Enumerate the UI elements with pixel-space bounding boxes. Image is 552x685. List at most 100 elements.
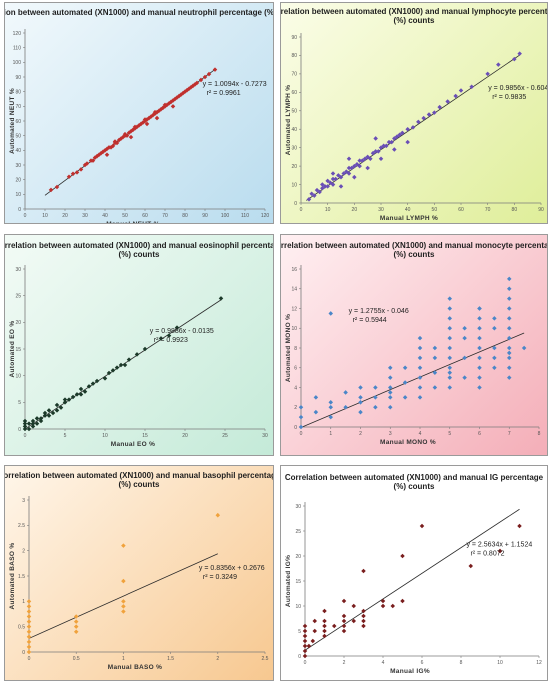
x-tick-label: 5 xyxy=(448,431,451,437)
data-point xyxy=(298,404,304,410)
y-tick-label: 1.5 xyxy=(18,574,25,580)
x-tick-label: 100 xyxy=(221,213,230,219)
chart-title: (%) counts xyxy=(394,250,435,259)
data-point xyxy=(84,161,90,166)
data-point xyxy=(302,643,308,649)
data-point xyxy=(506,355,512,361)
y-tick-label: 20 xyxy=(291,164,297,170)
data-point xyxy=(26,619,32,624)
y-axis-label: Automated BASO % xyxy=(9,543,16,610)
y-tick-label: 5 xyxy=(18,400,21,406)
data-point xyxy=(121,599,126,604)
data-point xyxy=(387,365,393,371)
x-tick-label: 110 xyxy=(241,213,249,219)
chart-panel-eosinophil: Correlation between automated (XN1000) a… xyxy=(4,234,274,456)
data-point xyxy=(485,71,490,77)
regression-equation: y = 0.8356x + 0.2676 xyxy=(199,565,265,572)
x-tick-label: 2 xyxy=(359,431,362,437)
data-point xyxy=(421,115,426,121)
data-point xyxy=(380,598,386,604)
y-tick-label: 4 xyxy=(294,385,297,391)
data-point xyxy=(361,608,366,614)
y-tick-label: 50 xyxy=(291,109,297,115)
data-point xyxy=(26,629,32,634)
data-point xyxy=(506,325,512,331)
data-point xyxy=(437,104,442,110)
y-axis-label: Automated EO % xyxy=(9,321,16,378)
data-point xyxy=(492,325,497,331)
y-tick-label: 70 xyxy=(15,104,21,110)
x-tick-label: 5 xyxy=(64,433,67,439)
y-tick-label: 10 xyxy=(291,182,297,188)
x-tick-label: 70 xyxy=(485,207,491,213)
data-point xyxy=(492,316,497,321)
data-point xyxy=(387,404,393,410)
data-point xyxy=(458,88,464,93)
data-point xyxy=(312,628,318,634)
chart-title: Correlation between automated (XN1000) a… xyxy=(285,473,544,482)
data-point xyxy=(26,614,32,619)
data-point xyxy=(445,99,450,104)
y-tick-label: 90 xyxy=(15,75,21,81)
data-point xyxy=(302,648,308,654)
x-tick-label: 70 xyxy=(162,213,168,219)
data-point xyxy=(432,385,438,390)
data-point xyxy=(496,62,501,67)
r-squared-value: r² = 0.5944 xyxy=(353,317,387,324)
chart-title: Correlation between automated (XN1000) a… xyxy=(281,7,547,16)
data-point xyxy=(341,628,347,634)
chart-title: Correlation between automated (XN1000) a… xyxy=(5,471,273,480)
data-point xyxy=(212,67,218,72)
data-point xyxy=(134,352,140,357)
data-point xyxy=(122,362,128,368)
data-point xyxy=(447,335,453,341)
x-tick-label: 6 xyxy=(478,431,481,437)
y-tick-label: 16 xyxy=(291,267,297,273)
y-tick-label: 2 xyxy=(22,548,25,554)
data-point xyxy=(30,424,36,429)
y-tick-label: 0 xyxy=(298,654,301,660)
data-point xyxy=(417,345,423,351)
data-point xyxy=(373,136,378,141)
y-tick-label: 10 xyxy=(15,192,21,198)
data-point xyxy=(432,110,437,115)
data-point xyxy=(351,618,357,624)
data-point xyxy=(22,424,28,429)
data-point xyxy=(22,421,28,426)
data-point xyxy=(341,613,347,619)
y-tick-label: 30 xyxy=(15,267,21,273)
data-point xyxy=(417,355,423,361)
data-point xyxy=(506,286,512,292)
chart-monocyte: Correlation between automated (XN1000) a… xyxy=(281,241,547,446)
data-point xyxy=(387,395,393,400)
data-point xyxy=(30,421,36,426)
data-point xyxy=(477,365,482,371)
data-point xyxy=(392,147,397,152)
data-point xyxy=(302,623,308,629)
x-tick-label: 1 xyxy=(329,431,332,437)
x-axis-label: Manual LYMPH % xyxy=(380,215,438,222)
data-point xyxy=(390,603,396,609)
y-tick-label: 100 xyxy=(13,60,22,66)
x-tick-label: 2.5 xyxy=(262,656,269,662)
data-point xyxy=(358,400,363,405)
data-point xyxy=(343,390,348,395)
data-point xyxy=(306,643,312,649)
data-point xyxy=(373,404,378,410)
x-tick-label: 80 xyxy=(182,213,188,219)
data-point xyxy=(341,598,347,604)
data-point xyxy=(506,276,512,282)
data-point xyxy=(78,386,84,392)
data-point xyxy=(330,171,336,176)
data-point xyxy=(26,639,32,645)
x-tick-label: 30 xyxy=(82,213,88,219)
y-tick-label: 0.5 xyxy=(18,624,25,630)
data-point xyxy=(447,375,453,380)
data-point xyxy=(447,345,453,351)
x-tick-label: 0.5 xyxy=(73,656,80,662)
y-tick-label: 0 xyxy=(294,425,297,431)
data-point xyxy=(322,633,327,639)
y-tick-label: 2.5 xyxy=(18,523,25,529)
data-point xyxy=(328,311,334,316)
data-point xyxy=(447,355,453,361)
